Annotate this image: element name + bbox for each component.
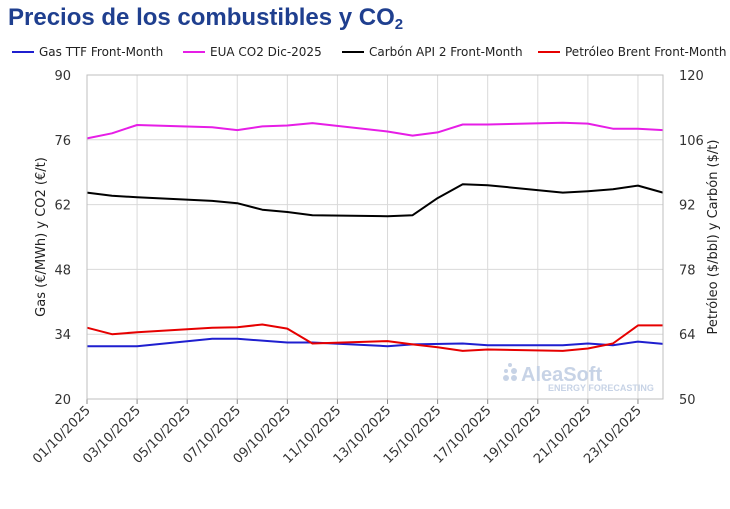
aleasoft-logo-icon	[503, 363, 517, 381]
y-left-tick-label: 76	[54, 134, 71, 149]
y-right-tick-label: 106	[679, 134, 704, 149]
series-line-2	[86, 183, 664, 218]
y-left-tick-label: 20	[54, 393, 71, 408]
legend: Gas TTF Front-Month EUA CO2 Dic-2025 Carbó…	[12, 45, 726, 59]
series-line-1	[86, 121, 664, 140]
y-axis-right-title: Petróleo ($/bbl) y Carbón ($/t)	[706, 140, 721, 335]
y-right-tick-label: 120	[679, 69, 704, 84]
y-right-tick-label: 64	[679, 328, 696, 343]
y-left-tick-label: 90	[54, 69, 71, 84]
watermark-brand: AleaSoft	[521, 364, 602, 386]
y-left-tick-label: 48	[54, 263, 71, 278]
y-left-tick-label: 34	[54, 328, 71, 343]
plot-frame	[86, 74, 664, 400]
series-group	[86, 121, 664, 352]
chart-title-main: Precios de los combustibles y CO	[8, 4, 395, 31]
chart-title: Precios de los combustibles y CO2	[8, 4, 403, 33]
series-line-3	[86, 323, 663, 352]
legend-label-1: EUA CO2 Dic-2025	[210, 45, 322, 59]
chart-title-subscript: 2	[394, 16, 404, 33]
y-right-tick-label: 78	[679, 263, 696, 278]
legend-label-2: Carbón API 2 Front-Month	[369, 45, 523, 59]
y-axis-left-title: Gas (€/MWh) y CO2 (€/t)	[34, 157, 49, 317]
series-line-0	[87, 337, 664, 348]
y-left-tick-label: 62	[54, 199, 71, 214]
y-right-tick-label: 50	[679, 393, 696, 408]
legend-label-3: Petróleo Brent Front-Month	[565, 45, 726, 59]
watermark-tagline: ENERGY FORECASTING	[548, 383, 654, 393]
legend-label-0: Gas TTF Front-Month	[39, 45, 163, 59]
watermark: AleaSoft ENERGY FORECASTING	[503, 363, 654, 393]
y-right-tick-label: 92	[679, 199, 696, 214]
